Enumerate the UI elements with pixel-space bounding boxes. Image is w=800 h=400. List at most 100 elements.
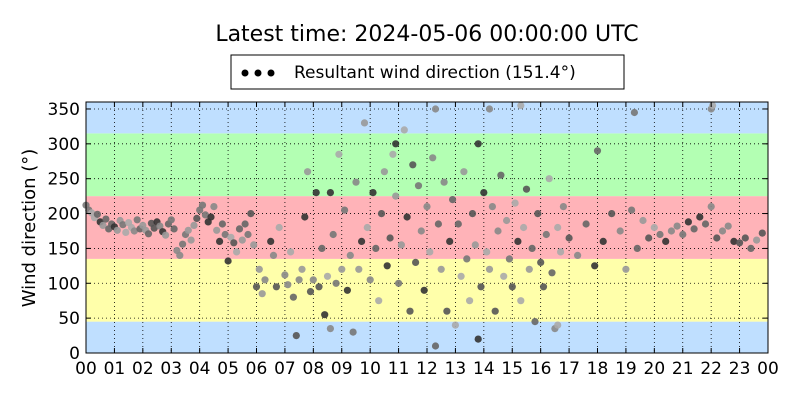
data-point: [235, 225, 244, 233]
data-point: [440, 178, 448, 186]
data-point: [255, 265, 263, 273]
data-point: [216, 237, 224, 245]
data-point: [386, 234, 394, 242]
legend-label: Resultant wind direction (151.4°): [294, 63, 576, 83]
data-point: [545, 175, 553, 183]
data-point: [741, 234, 749, 242]
data-point: [301, 213, 309, 221]
data-point: [227, 233, 235, 241]
data-point: [718, 227, 727, 235]
data-point: [366, 276, 374, 284]
y-tick-label: 250: [48, 170, 80, 190]
data-point: [443, 307, 451, 315]
data-point: [315, 283, 323, 291]
data-point: [167, 216, 175, 224]
data-point: [355, 265, 363, 273]
data-point: [403, 213, 411, 221]
data-point: [210, 203, 218, 211]
data-point: [304, 168, 312, 176]
data-point: [582, 220, 590, 228]
data-point: [312, 189, 320, 197]
data-point: [608, 210, 616, 218]
data-point: [690, 225, 698, 233]
data-point: [329, 230, 337, 239]
y-axis-ticks: 0 50 100 150 200 250 300 350: [48, 100, 768, 364]
data-point: [696, 213, 704, 221]
data-point: [488, 203, 496, 211]
x-tick-label: 21: [672, 359, 694, 379]
data-point: [184, 226, 192, 234]
x-tick-label: 04: [189, 359, 211, 379]
data-point: [537, 258, 545, 266]
data-point: [392, 192, 400, 200]
data-point: [93, 210, 101, 218]
data-point: [713, 234, 721, 242]
data-point: [423, 203, 431, 211]
data-point: [346, 251, 354, 259]
data-point: [684, 218, 693, 226]
data-point: [412, 258, 420, 266]
data-point: [201, 211, 209, 219]
data-point: [250, 241, 258, 249]
x-tick-label: 18: [587, 359, 609, 379]
y-tick-label: 0: [69, 344, 80, 364]
data-point: [639, 216, 647, 225]
data-point: [679, 230, 687, 239]
data-point: [497, 171, 505, 179]
data-point: [454, 220, 462, 228]
data-point: [287, 248, 295, 256]
data-point: [477, 283, 485, 291]
data-point: [414, 182, 423, 190]
data-point: [150, 224, 158, 232]
data-point: [369, 189, 377, 197]
data-point: [230, 239, 238, 247]
data-point: [630, 108, 639, 117]
data-point: [511, 199, 519, 207]
data-point: [463, 255, 471, 263]
data-point: [395, 279, 403, 287]
data-point: [701, 220, 710, 228]
data-point: [471, 241, 479, 249]
x-tick-label: 11: [388, 359, 410, 379]
data-point: [284, 281, 292, 289]
data-point: [318, 244, 326, 252]
x-tick-label: 03: [160, 359, 182, 379]
data-point: [528, 244, 536, 252]
legend: Resultant wind direction (151.4°): [230, 54, 625, 90]
data-point: [593, 147, 602, 155]
x-tick-label: 23: [729, 359, 751, 379]
data-point: [520, 223, 528, 232]
data-point: [565, 234, 573, 242]
data-point: [409, 161, 417, 169]
data-point: [397, 241, 405, 249]
data-point: [363, 223, 371, 232]
data-point: [491, 307, 499, 315]
data-point: [485, 265, 494, 273]
data-point: [233, 248, 241, 256]
data-point: [539, 283, 548, 291]
band-4: [86, 102, 768, 134]
data-point: [162, 231, 170, 239]
data-point: [289, 293, 297, 301]
x-tick-label: 16: [530, 359, 552, 379]
x-tick-label: 01: [104, 359, 126, 379]
data-point: [221, 230, 229, 239]
x-tick-label: 20: [644, 359, 666, 379]
x-axis-ticks: 00 01 02 03 04 05 06 07 08 09 10 11 12 13 14 15 16 17 18 19…: [75, 102, 779, 379]
data-point: [434, 220, 442, 228]
data-point: [335, 150, 343, 158]
data-point: [281, 271, 289, 279]
data-point: [485, 105, 494, 113]
data-point: [198, 201, 207, 209]
data-point: [261, 276, 269, 284]
data-point: [650, 223, 658, 232]
data-point: [505, 255, 513, 263]
data-point: [667, 227, 676, 235]
data-point: [406, 307, 414, 315]
data-point: [193, 214, 201, 222]
data-point: [474, 140, 482, 148]
data-point: [372, 244, 380, 252]
data-point: [119, 221, 127, 229]
data-point: [400, 126, 408, 134]
